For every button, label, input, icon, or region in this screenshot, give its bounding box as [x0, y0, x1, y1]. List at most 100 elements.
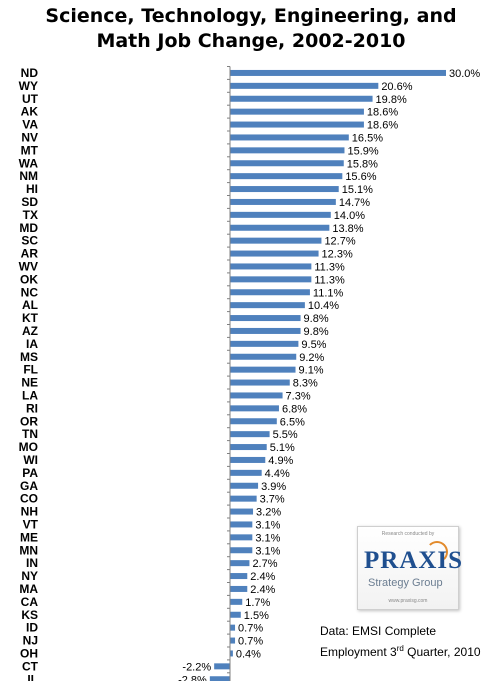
- bar-ar: [230, 250, 319, 257]
- category-label-ma: MA: [19, 582, 38, 596]
- category-label-nc: NC: [21, 285, 39, 299]
- category-label-vt: VT: [23, 517, 39, 531]
- bar-ma: [230, 585, 248, 592]
- category-label-nv: NV: [21, 130, 38, 144]
- value-label-ma: 2.4%: [250, 584, 275, 596]
- category-label-la: LA: [22, 388, 38, 402]
- category-label-mo: MO: [19, 440, 38, 454]
- category-label-il: IL: [27, 672, 38, 681]
- category-label-fl: FL: [23, 363, 38, 377]
- category-label-or: OR: [20, 414, 38, 428]
- value-label-kt: 9.8%: [304, 313, 329, 325]
- category-label-va: VA: [22, 118, 38, 132]
- bar-oh: [230, 650, 233, 657]
- bar-il: [209, 676, 230, 681]
- value-label-sd: 14.7%: [339, 197, 370, 209]
- bar-ok: [230, 276, 312, 283]
- value-label-ri: 6.8%: [282, 403, 307, 415]
- value-label-ok: 11.3%: [314, 274, 345, 286]
- bar-ms: [230, 353, 297, 360]
- bar-ca: [230, 598, 243, 605]
- bar-az: [230, 327, 301, 334]
- value-label-oh: 0.4%: [236, 648, 261, 660]
- value-label-nd: 30.0%: [449, 68, 480, 80]
- bar-nm: [230, 173, 343, 180]
- value-label-pa: 4.4%: [265, 468, 290, 480]
- source-superscript: rd: [396, 644, 404, 653]
- source-line-1: Data: EMSI Complete: [320, 624, 437, 638]
- category-label-az: AZ: [22, 324, 38, 338]
- bar-sd: [230, 198, 336, 205]
- value-label-tn: 5.5%: [273, 429, 298, 441]
- value-label-ne: 8.3%: [293, 378, 318, 390]
- value-label-ny: 2.4%: [250, 571, 275, 583]
- value-label-wa: 15.8%: [347, 158, 378, 170]
- value-label-ks: 1.5%: [244, 610, 269, 622]
- category-label-hi: HI: [26, 182, 38, 196]
- chart-title: Science, Technology, Engineering, and Ma…: [0, 4, 502, 54]
- category-label-ar: AR: [21, 247, 39, 261]
- value-label-la: 7.3%: [286, 390, 311, 402]
- category-label-ct: CT: [22, 659, 39, 673]
- bar-sc: [230, 237, 322, 244]
- category-label-tn: TN: [22, 427, 38, 441]
- bar-ny: [230, 573, 248, 580]
- value-label-wv: 11.3%: [314, 261, 345, 273]
- bar-mo: [230, 444, 267, 451]
- logo-swoosh-icon: [426, 541, 448, 563]
- value-label-id: 0.7%: [238, 623, 263, 635]
- bar-ri: [230, 405, 279, 412]
- value-label-ut: 19.8%: [376, 94, 407, 106]
- value-label-ia: 9.5%: [301, 339, 326, 351]
- bar-ct: [214, 663, 230, 670]
- value-label-ms: 9.2%: [299, 352, 324, 364]
- bar-ks: [230, 611, 241, 618]
- category-label-ny: NY: [21, 569, 38, 583]
- source-line-2-b: Quarter, 2010: [403, 645, 481, 659]
- value-label-fl: 9.1%: [299, 365, 324, 377]
- category-label-sd: SD: [21, 195, 38, 209]
- category-label-pa: PA: [22, 466, 38, 480]
- bar-hi: [230, 186, 339, 193]
- category-label-wy: WY: [19, 79, 38, 93]
- category-label-ne: NE: [21, 376, 38, 390]
- category-label-co: CO: [20, 492, 38, 506]
- value-label-hi: 15.1%: [342, 184, 373, 196]
- category-label-sc: SC: [21, 234, 38, 248]
- category-label-ca: CA: [21, 595, 39, 609]
- value-label-nj: 0.7%: [238, 636, 263, 648]
- value-label-mo: 5.1%: [270, 442, 295, 454]
- category-label-tx: TX: [23, 208, 38, 222]
- bar-me: [230, 534, 253, 541]
- value-label-or: 6.5%: [280, 416, 305, 428]
- logo-brand: PRAXIS: [364, 547, 464, 574]
- value-label-wy: 20.6%: [381, 81, 412, 93]
- category-label-nm: NM: [19, 169, 38, 183]
- value-label-nh: 3.2%: [256, 507, 281, 519]
- value-label-md: 13.8%: [332, 223, 363, 235]
- category-label-wa: WA: [19, 156, 39, 170]
- bar-wv: [230, 263, 312, 270]
- source-line-2-a: Employment 3: [320, 645, 397, 659]
- bar-nj: [230, 637, 236, 644]
- category-label-ak: AK: [21, 105, 39, 119]
- category-label-ia: IA: [26, 337, 38, 351]
- value-label-co: 3.7%: [260, 494, 285, 506]
- value-label-mn: 3.1%: [255, 545, 280, 557]
- value-label-ct: -2.2%: [182, 661, 211, 673]
- value-label-wi: 4.9%: [268, 455, 293, 467]
- category-label-nd: ND: [21, 66, 39, 80]
- bar-in: [230, 560, 250, 567]
- logo-subtitle: Strategy Group: [368, 577, 443, 589]
- bar-kt: [230, 315, 301, 322]
- value-label-nc: 11.1%: [313, 287, 344, 299]
- bar-wy: [230, 82, 379, 89]
- value-label-vt: 3.1%: [255, 519, 280, 531]
- value-label-ar: 12.3%: [322, 249, 353, 261]
- bar-al: [230, 302, 305, 309]
- bar-id: [230, 624, 236, 631]
- value-label-ca: 1.7%: [245, 597, 270, 609]
- logo-footer-text: www.praxisg.com: [388, 598, 428, 604]
- value-label-mt: 15.9%: [347, 145, 378, 157]
- category-label-md: MD: [19, 221, 38, 235]
